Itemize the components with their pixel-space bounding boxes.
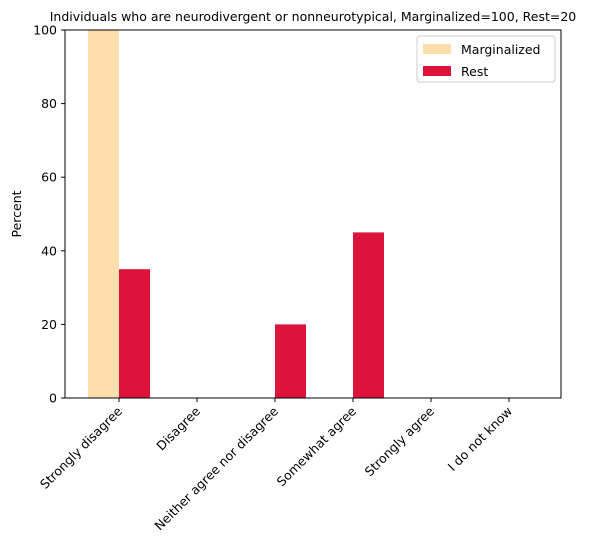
plot-area [64, 29, 562, 399]
bar-rest-0 [119, 269, 150, 398]
y-axis: 0 20 40 60 80 100 [33, 23, 65, 406]
legend-swatch-rest [423, 66, 451, 76]
x-tick-label: Strongly agree [362, 403, 438, 479]
x-tick-label: I do not know [445, 404, 516, 475]
bar-rest-2 [275, 324, 306, 398]
x-tick-label: Strongly disagree [37, 403, 125, 491]
chart-title: Individuals who are neurodivergent or no… [50, 9, 577, 24]
legend-label-marginalized: Marginalized [461, 42, 541, 57]
y-tick-label: 80 [41, 96, 57, 111]
bar-rest-3 [353, 232, 384, 398]
plot-frame [64, 29, 562, 399]
x-tick-label: Somewhat agree [274, 403, 360, 489]
x-tick-label: Disagree [153, 403, 203, 453]
x-tick-label: Neither agree nor disagree [151, 403, 281, 533]
y-tick-label: 40 [41, 243, 57, 258]
y-tick-label: 0 [49, 391, 57, 406]
legend: Marginalized Rest [416, 35, 556, 83]
y-tick-label: 60 [41, 170, 57, 185]
y-axis-label: Percent [9, 190, 24, 237]
y-tick-label: 100 [33, 23, 57, 38]
legend-swatch-marginalized [423, 44, 451, 54]
legend-box [416, 35, 556, 83]
legend-label-rest: Rest [461, 64, 488, 79]
bar-marginalized-0 [88, 30, 119, 398]
y-tick-label: 20 [41, 317, 57, 332]
